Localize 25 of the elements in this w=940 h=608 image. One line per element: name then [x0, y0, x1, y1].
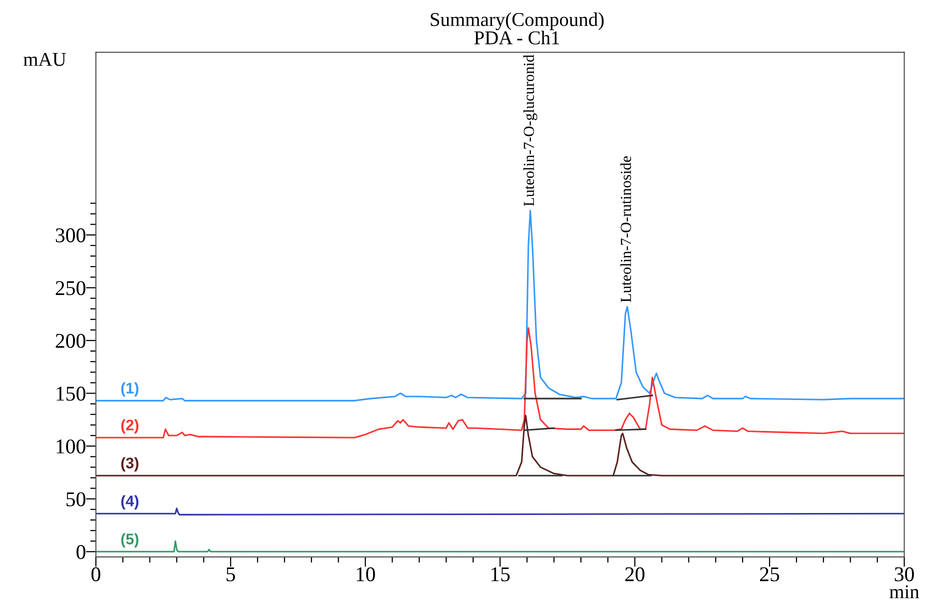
series-label: (5): [121, 533, 138, 548]
series-label: (3): [121, 457, 138, 472]
x-tick-label: 30: [894, 567, 914, 582]
y-axis-title: mAU: [24, 52, 66, 66]
series-label: (2): [121, 419, 138, 434]
x-tick-label: 5: [226, 567, 236, 582]
annotation: Luteolin-7-O-rutinoside: [620, 156, 632, 302]
y-tick-label: 300: [56, 228, 86, 242]
y-tick-label: 0: [76, 545, 86, 560]
y-tick-label: 200: [56, 334, 86, 348]
x-axis-title: min: [890, 585, 920, 598]
annotation: Luteolin-7-O-glucuronid: [523, 54, 538, 206]
x-tick-label: 25: [760, 567, 780, 582]
x-tick-label: 20: [625, 567, 644, 582]
x-tick-label: 10: [356, 567, 375, 582]
x-tick-label: 15: [491, 567, 510, 582]
series-label: (4): [121, 495, 138, 510]
chart-title: Summary(Compound): [430, 12, 604, 30]
y-tick-label: 250: [56, 281, 86, 296]
y-tick-label: 50: [66, 492, 86, 506]
series-label: (1): [121, 382, 138, 397]
y-tick-label: 150: [56, 386, 86, 401]
y-tick-label: 100: [56, 439, 86, 454]
chart-subtitle: PDA - Ch1: [474, 30, 560, 44]
x-tick-label: 0: [91, 567, 100, 582]
